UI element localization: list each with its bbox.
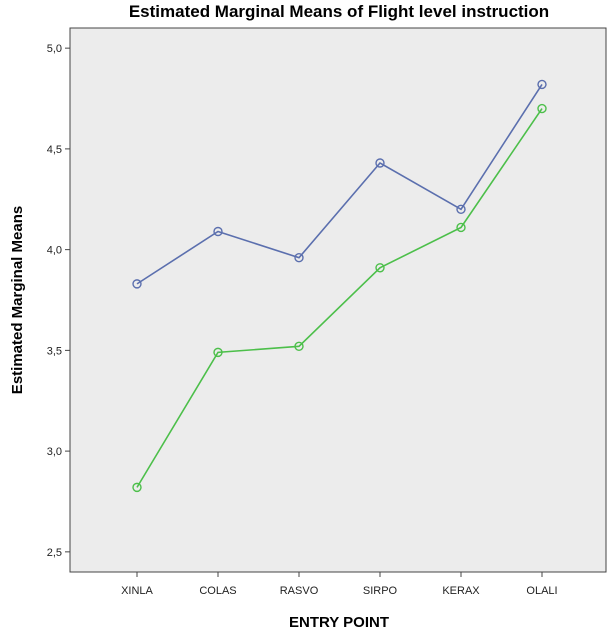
series-1-point: [294, 252, 304, 263]
y-tick-label: 3,0: [47, 446, 62, 458]
y-axis: 2,5 3,0 3,5 4,0 4,5 5,0: [47, 43, 70, 559]
series-2-point: [294, 341, 304, 352]
series-2-point: [375, 263, 385, 273]
x-tick-label: SIRPO: [363, 585, 398, 597]
series-1-point: [375, 158, 385, 168]
x-axis: XINLA COLAS RASVO SIRPO KERAX OLALI: [121, 572, 558, 597]
series-1-line: [136, 83, 543, 285]
x-tick-label: OLALI: [526, 585, 557, 597]
x-tick-label: COLAS: [199, 585, 236, 597]
chart-title: Estimated Marginal Means of Flight level…: [129, 2, 549, 21]
series-2-point: [537, 103, 547, 114]
y-axis-title: Estimated Marginal Means: [9, 206, 26, 394]
series-1-point: [456, 204, 466, 215]
x-tick-label: XINLA: [121, 585, 153, 597]
x-tick-label: KERAX: [442, 585, 480, 597]
y-tick-label: 4,0: [47, 245, 62, 257]
x-tick-label: RASVO: [280, 585, 319, 597]
series-2-point: [456, 222, 466, 233]
y-tick-label: 5,0: [47, 43, 62, 55]
series-2-point: [132, 482, 142, 493]
series-1-point: [132, 279, 142, 289]
x-axis-title: ENTRY POINT: [289, 614, 389, 631]
series-1-point: [537, 79, 547, 90]
series-layer: [132, 79, 547, 493]
plot-area: [69, 27, 607, 573]
y-tick-label: 3,5: [47, 345, 62, 357]
y-tick-label: 4,5: [47, 144, 62, 156]
series-2-point: [213, 347, 223, 358]
y-tick-label: 2,5: [47, 547, 62, 559]
series-1-point: [213, 226, 223, 237]
series-2-line: [136, 108, 543, 488]
